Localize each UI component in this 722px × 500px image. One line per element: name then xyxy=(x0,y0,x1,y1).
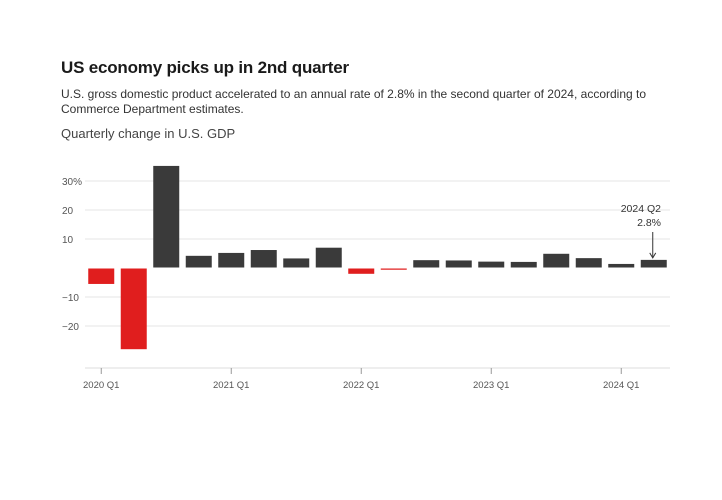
y-tick-label: 30% xyxy=(62,177,82,188)
chart-subtitle: U.S. gross domestic product accelerated … xyxy=(61,87,647,116)
y-axis-labels: 30% 20 10 −10 −20 xyxy=(62,177,82,333)
x-tick-label: 2024 Q1 xyxy=(603,380,639,391)
bar xyxy=(153,165,180,268)
y-tick-label: −20 xyxy=(62,322,79,333)
annotation: 2024 Q2 2.8% xyxy=(621,203,661,259)
bar xyxy=(608,263,635,268)
chart-heading: Quarterly change in U.S. GDP xyxy=(61,126,236,141)
x-tick-label: 2023 Q1 xyxy=(473,380,509,391)
x-axis: 2020 Q1 2021 Q1 2022 Q1 2023 Q1 2024 Q1 xyxy=(83,368,639,391)
bar xyxy=(543,253,570,268)
bar xyxy=(250,250,277,268)
bar xyxy=(185,255,212,268)
bar xyxy=(283,258,310,268)
gridlines xyxy=(85,180,670,369)
x-tick-label: 2022 Q1 xyxy=(343,380,379,391)
bar xyxy=(510,261,537,268)
chart-title: US economy picks up in 2nd quarter xyxy=(61,58,349,77)
bar xyxy=(478,261,505,268)
x-tick-label: 2021 Q1 xyxy=(213,380,249,391)
annotation-arrowhead xyxy=(649,252,657,259)
bar xyxy=(640,259,667,268)
y-tick-label: −10 xyxy=(62,293,79,304)
x-tick-label: 2020 Q1 xyxy=(83,380,119,391)
bar xyxy=(575,258,602,268)
bar xyxy=(88,268,115,284)
y-tick-label: 10 xyxy=(62,235,74,246)
bar xyxy=(120,268,147,350)
bar xyxy=(445,260,472,268)
bar xyxy=(218,252,245,268)
annotation-label: 2024 Q2 xyxy=(621,203,661,215)
bar xyxy=(348,268,375,274)
bar xyxy=(413,260,440,268)
bar xyxy=(315,247,342,268)
bar xyxy=(380,268,407,270)
annotation-value: 2.8% xyxy=(637,217,661,229)
y-tick-label: 20 xyxy=(62,206,74,217)
bars xyxy=(88,165,667,350)
